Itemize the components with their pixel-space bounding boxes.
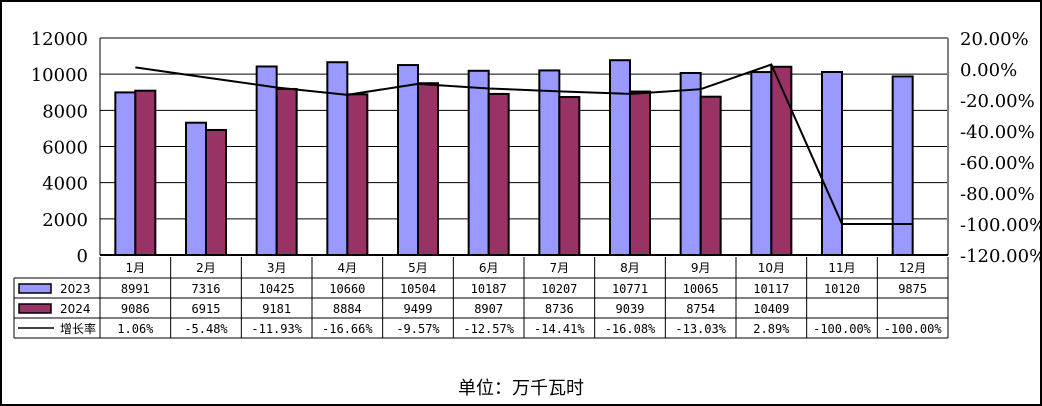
y2-tick-label: -60.00% <box>960 153 1035 174</box>
legend-label: 2024 <box>60 302 91 316</box>
table-cell: 9039 <box>616 302 645 316</box>
table-cell: 8754 <box>686 302 715 316</box>
table-header-month: 10月 <box>758 261 785 275</box>
y-tick-label: 12000 <box>31 29 88 50</box>
table-cell: 9499 <box>404 302 433 316</box>
bar-2024 <box>134 89 157 256</box>
growth-rate-line <box>135 63 913 225</box>
table-cell: 9875 <box>898 282 927 296</box>
table-header-month: 5月 <box>408 261 428 275</box>
bar-2024 <box>275 87 298 256</box>
bar-2023 <box>609 59 631 257</box>
bar-2023 <box>114 91 137 256</box>
table-header-month: 9月 <box>691 261 711 275</box>
table-cell: -14.41% <box>534 322 585 336</box>
bar-2024 <box>205 128 227 256</box>
y2-tick-label: -120.00% <box>960 246 1042 267</box>
y2-tick-label: -80.00% <box>960 184 1035 205</box>
y2-tick-label: 0.00% <box>960 60 1017 81</box>
table-header-month: 11月 <box>828 261 855 275</box>
table-header-month: 7月 <box>550 261 570 275</box>
y2-tick-label: -40.00% <box>960 122 1035 143</box>
table-header-month: 2月 <box>196 261 216 275</box>
bar-2024 <box>487 92 510 256</box>
legend-label: 2023 <box>60 282 91 296</box>
table-cell: 9086 <box>121 302 150 316</box>
y2-tick-label: 20.00% <box>960 29 1029 50</box>
table-cell: 10660 <box>329 282 365 296</box>
bar-2023 <box>891 75 914 257</box>
table-cell: -16.08% <box>605 322 656 336</box>
bar-2023 <box>750 71 773 256</box>
table-header-month: 12月 <box>899 261 926 275</box>
y-tick-label: 4000 <box>42 174 88 195</box>
table-cell: 7316 <box>192 282 221 296</box>
table-cell: -100.00% <box>813 322 872 336</box>
table-cell: 10120 <box>824 282 860 296</box>
bar-2024 <box>629 90 651 256</box>
bar-2023 <box>185 121 207 256</box>
bar-2024 <box>770 65 793 256</box>
table-cell: 10771 <box>612 282 648 296</box>
table-cell: 8736 <box>545 302 574 316</box>
table-header-month: 8月 <box>620 261 640 275</box>
y2-tick-label: -100.00% <box>960 215 1042 236</box>
bar-2023 <box>397 64 419 256</box>
table-cell: -12.57% <box>463 322 514 336</box>
bar-2023 <box>255 65 278 256</box>
table-header-month: 1月 <box>126 261 146 275</box>
table-cell: -16.66% <box>322 322 373 336</box>
table-cell: -13.03% <box>675 322 726 336</box>
table-cell: 10207 <box>541 282 577 296</box>
unit-label: 单位：万千瓦时 <box>458 378 584 399</box>
table-cell: 8884 <box>333 302 362 316</box>
y-tick-label: 8000 <box>42 101 88 122</box>
bar-2023 <box>679 71 702 256</box>
table-cell: 10425 <box>259 282 295 296</box>
bar-2024 <box>417 82 439 257</box>
table-cell: 9181 <box>262 302 291 316</box>
table-cell: -100.00% <box>884 322 943 336</box>
table-cell: 2.89% <box>753 322 790 336</box>
legend-label: 增长率 <box>60 321 96 336</box>
table-cell: 1.06% <box>117 322 154 336</box>
y-tick-label: 0 <box>77 246 88 267</box>
table-header-month: 6月 <box>479 261 499 275</box>
table-cell: 6915 <box>192 302 221 316</box>
table-cell: -5.48% <box>184 322 228 336</box>
y-tick-label: 6000 <box>42 138 88 159</box>
table-cell: 10504 <box>400 282 436 296</box>
legend-swatch-2024 <box>18 303 52 314</box>
bar-2023 <box>467 69 490 256</box>
legend-swatch-2023 <box>18 283 52 294</box>
bar-2023 <box>821 70 843 256</box>
bar-2024 <box>699 95 722 256</box>
table-cell: 10187 <box>471 282 507 296</box>
table-cell: -9.57% <box>396 322 440 336</box>
table-header-month: 4月 <box>338 261 358 275</box>
bar-2024 <box>558 96 581 256</box>
y-tick-label: 2000 <box>42 210 88 231</box>
bar-2023 <box>538 69 561 256</box>
table-cell: 8991 <box>121 282 150 296</box>
bar-2024 <box>346 93 369 256</box>
table-cell: 10065 <box>683 282 719 296</box>
y-tick-label: 10000 <box>31 65 88 86</box>
bar-2023 <box>326 61 349 256</box>
table-cell: 10117 <box>753 282 789 296</box>
table-cell: 8907 <box>474 302 503 316</box>
table-header-month: 3月 <box>267 261 287 275</box>
table-cell: 10409 <box>753 302 789 316</box>
table-cell: -11.93% <box>251 322 302 336</box>
y2-tick-label: -20.00% <box>960 91 1035 112</box>
